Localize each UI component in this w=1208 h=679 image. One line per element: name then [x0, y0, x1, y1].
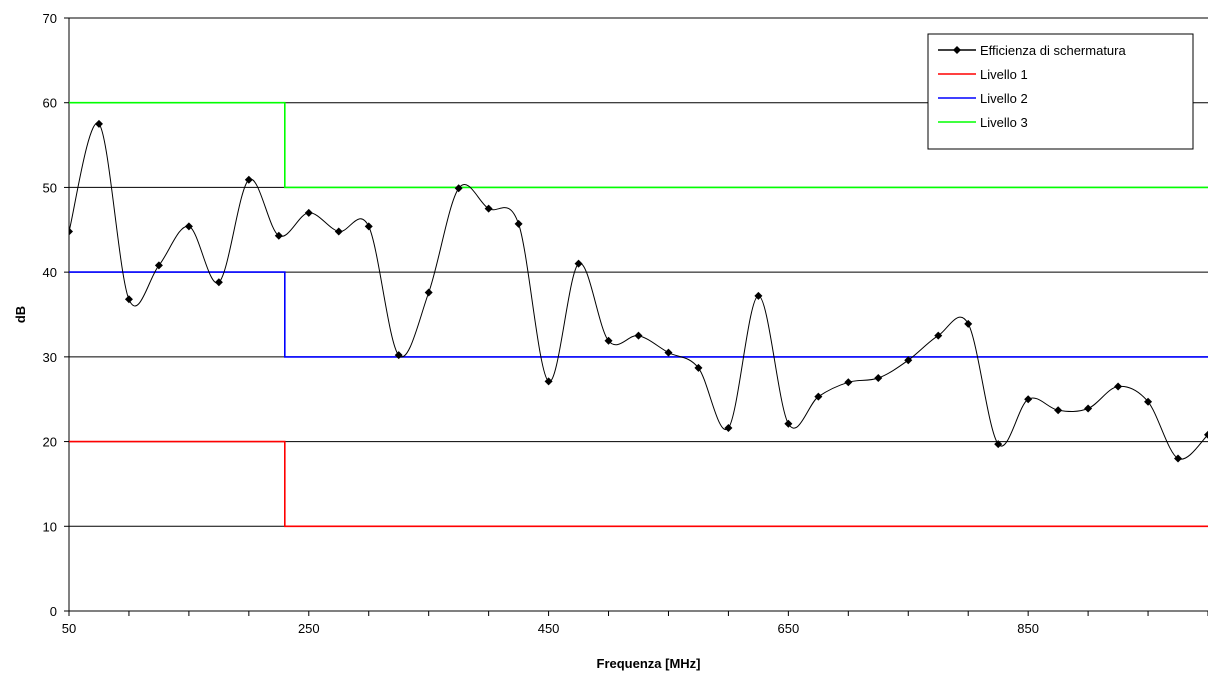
y-tick-label: 30	[43, 350, 57, 365]
y-tick-label: 0	[50, 604, 57, 619]
x-tick-label: 250	[298, 621, 320, 636]
y-tick-label: 50	[43, 180, 57, 195]
y-tick-label: 70	[43, 11, 57, 26]
data-point	[1024, 395, 1033, 404]
data-point	[304, 208, 313, 217]
y-tick-label: 60	[43, 96, 57, 111]
series-line-efficienza-di-schermatura	[69, 122, 1208, 460]
y-tick-label: 40	[43, 265, 57, 280]
data-point	[244, 175, 253, 184]
data-point	[994, 440, 1003, 449]
x-axis-title: Frequenza [MHz]	[597, 656, 701, 671]
data-point	[724, 424, 733, 433]
x-tick-label: 850	[1017, 621, 1039, 636]
data-point	[1174, 454, 1183, 463]
series-line-livello-3	[69, 101, 1208, 189]
data-point	[154, 261, 163, 270]
data-point	[544, 377, 553, 386]
data-point	[784, 419, 793, 428]
data-point	[1144, 397, 1153, 406]
data-point	[454, 184, 463, 193]
data-point	[484, 204, 493, 213]
legend-label-livello-2: Livello 2	[980, 91, 1028, 106]
y-tick-label: 10	[43, 519, 57, 534]
x-tick-label: 50	[62, 621, 76, 636]
data-point	[634, 331, 643, 340]
legend-box	[927, 33, 1194, 150]
data-point	[124, 295, 133, 304]
data-point	[1204, 430, 1208, 439]
series-line-livello-2	[69, 271, 1208, 358]
data-point	[664, 348, 673, 357]
data-point	[1084, 404, 1093, 413]
data-point	[424, 288, 433, 297]
data-point	[1054, 406, 1063, 415]
data-point	[1114, 382, 1123, 391]
x-tick-label: 650	[778, 621, 800, 636]
data-point	[394, 351, 403, 360]
y-tick-label: 20	[43, 435, 57, 450]
data-point	[694, 363, 703, 372]
legend-label-efficienza-di-schermatura: Efficienza di schermatura	[980, 43, 1126, 58]
axes: Frequenza [MHz] dB 0 10 20 30 40 50 60 70 50 250 4…	[13, 11, 1208, 671]
data-point	[364, 222, 373, 231]
data-point	[214, 278, 223, 287]
data-point	[274, 231, 283, 240]
legend-label-livello-1: Livello 1	[980, 67, 1028, 82]
data-point	[904, 356, 913, 365]
legend-marker	[953, 46, 961, 54]
series	[69, 101, 1208, 528]
data-point	[94, 119, 103, 128]
data-point	[604, 336, 613, 345]
legend-label-livello-3: Livello 3	[980, 115, 1028, 130]
data-point	[514, 219, 523, 228]
data-point	[814, 392, 823, 401]
data-point	[844, 378, 853, 387]
legend: Efficienza di schermatura Livello 1 Livell…	[927, 33, 1194, 150]
series-line-livello-1	[69, 440, 1208, 528]
data-point	[574, 259, 583, 268]
data-point	[934, 331, 943, 340]
data-point	[754, 291, 763, 300]
data-point	[334, 227, 343, 236]
y-axis-title: dB	[13, 306, 28, 323]
data-point	[69, 227, 73, 236]
data-point	[964, 319, 973, 328]
x-tick-label: 450	[538, 621, 560, 636]
data-point	[874, 374, 883, 383]
data-point	[184, 222, 193, 231]
